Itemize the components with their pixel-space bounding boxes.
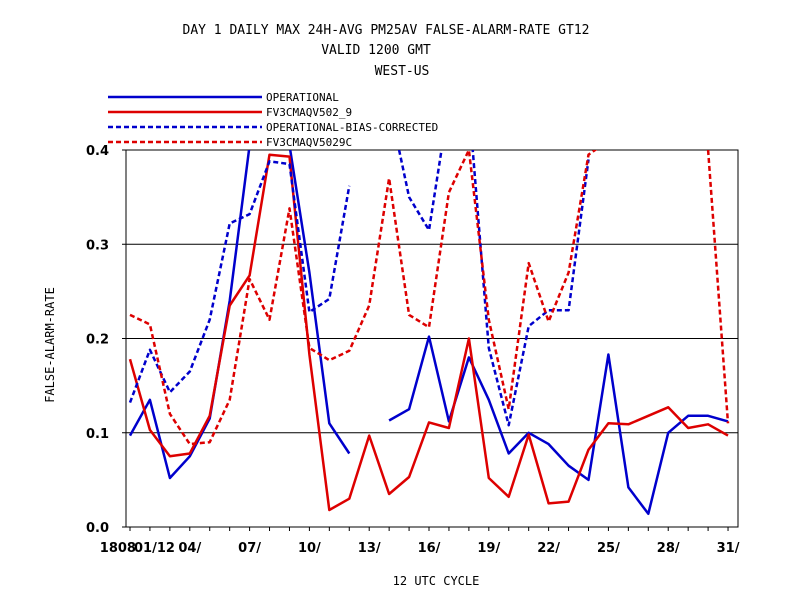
y-tick-label: 0.0	[86, 521, 109, 536]
series-line-3	[397, 150, 590, 427]
x-tick-label: 1808	[100, 541, 136, 556]
chart-title-line: VALID 1200 GMT	[321, 43, 431, 58]
y-tick-label: 0.4	[86, 144, 109, 159]
x-axis-label: 12 UTC CYCLE	[393, 574, 480, 588]
chart-title-line: DAY 1 DAILY MAX 24H-AVG PM25AV FALSE-ALA…	[183, 23, 590, 38]
x-tick-label: 28/	[657, 541, 680, 556]
y-axis-label: FALSE-ALARM-RATE	[43, 287, 57, 403]
series-line-3	[128, 160, 351, 404]
x-tick-label: 07/	[238, 541, 261, 556]
legend-label: FV3CMAQV502_9	[266, 106, 352, 119]
x-tick-label: 25/	[597, 541, 620, 556]
x-tick-label: 13/	[358, 541, 381, 556]
y-tick-label: 0.1	[86, 427, 109, 442]
x-tick-label: 10/	[298, 541, 321, 556]
chart-titles: DAY 1 DAILY MAX 24H-AVG PM25AV FALSE-ALA…	[183, 23, 590, 79]
y-tick-label: 0.2	[86, 333, 109, 348]
series-line-2	[128, 153, 729, 512]
x-tick-label: 22/	[537, 541, 560, 556]
legend: OPERATIONAL FV3CMAQV502_9 OPERATIONAL-BIAS…	[108, 91, 438, 149]
x-tick-label: 19/	[477, 541, 500, 556]
series-line-4	[129, 150, 598, 446]
x-tick-label: 31/	[717, 541, 740, 556]
plot-area	[125, 149, 739, 528]
chart-title-line: WEST-US	[375, 64, 430, 79]
series-line-1	[388, 335, 729, 516]
x-tick-label: 01/12	[134, 541, 175, 556]
series-group	[128, 150, 730, 516]
x-tick-label: 16/	[418, 541, 441, 556]
legend-label: OPERATIONAL	[266, 91, 339, 104]
y-tick-label: 0.3	[86, 238, 109, 253]
legend-label: OPERATIONAL-BIAS-CORRECTED	[266, 121, 438, 134]
series-line-4	[706, 150, 730, 424]
x-tick-label: 04/	[178, 541, 201, 556]
series-line-1	[128, 150, 351, 480]
y-axis-ticks: 0.0 0.1 0.2 0.3 0.4	[86, 144, 126, 536]
legend-label: FV3CMAQV5029C	[266, 136, 352, 149]
